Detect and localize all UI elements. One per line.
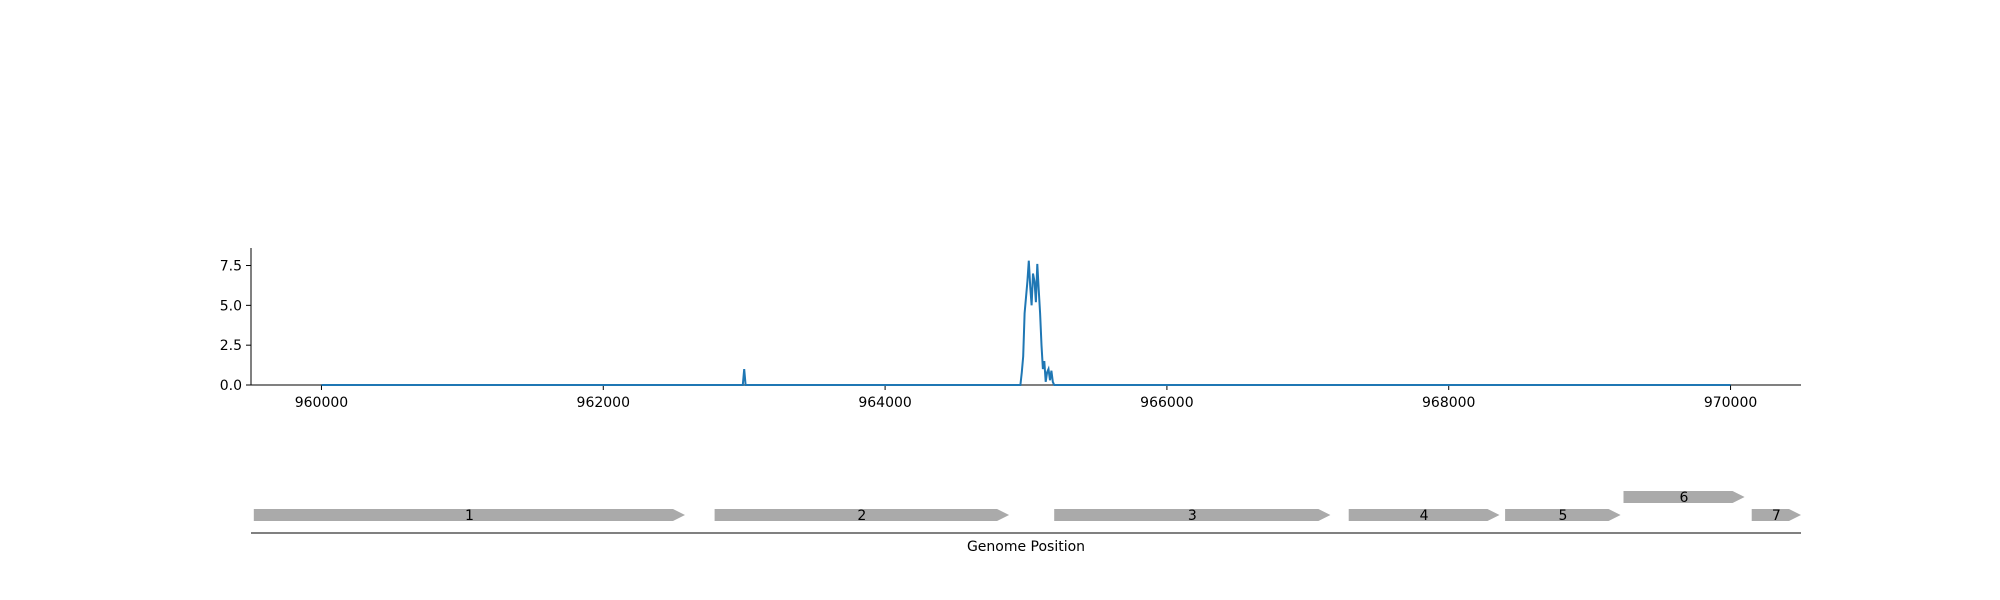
gene-arrow-1 [253,509,686,521]
x-tick-label: 960000 [295,395,348,411]
gene-arrow-6 [1623,491,1745,503]
gene-arrow-3 [1054,509,1331,521]
x-tick-label: 968000 [1422,395,1475,411]
y-tick-label: 5.0 [220,298,242,314]
genes: 1 2 3 4 5 6 7 [253,490,1801,524]
x-ticks: 960000 962000 964000 966000 968000 970000 [295,385,1757,411]
gene-label: 3 [1188,508,1197,524]
y-tick-label: 0.0 [220,378,242,394]
x-tick-label: 964000 [858,395,911,411]
x-tick-label: 962000 [577,395,630,411]
gene-label: 1 [465,508,474,524]
y-tick-label: 7.5 [220,259,242,275]
coverage-plot: 0.0 2.5 5.0 7.5 960000 962000 964000 966000 968… [220,248,1801,411]
gene-label: 4 [1420,508,1429,524]
gene-arrow-5 [1505,509,1621,521]
gene-label: 5 [1558,508,1567,524]
y-ticks: 0.0 2.5 5.0 7.5 [220,259,251,394]
gene-arrow-4 [1348,509,1500,521]
gene-label: 7 [1772,508,1781,524]
y-tick-label: 2.5 [220,338,242,354]
gene-arrow-2 [714,509,1010,521]
x-tick-label: 966000 [1140,395,1193,411]
coverage-line [321,260,1731,386]
gene-label: 2 [857,508,866,524]
x-axis-title: Genome Position [967,539,1085,555]
x-tick-label: 970000 [1704,395,1757,411]
gene-label: 6 [1680,490,1689,506]
gene-arrow-7 [1751,509,1801,521]
gene-track: 1 2 3 4 5 6 7 Genome Position [251,490,1801,555]
